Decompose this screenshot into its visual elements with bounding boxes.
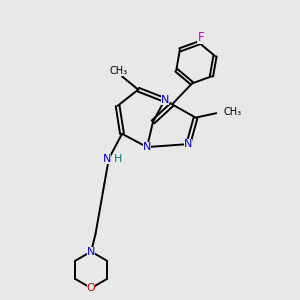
Text: N: N [103,154,112,164]
Text: N: N [87,247,95,256]
Text: N: N [143,142,151,152]
Text: CH₃: CH₃ [110,66,128,76]
Text: N: N [87,247,95,256]
Text: N: N [184,139,193,149]
Text: O: O [87,283,95,293]
Text: F: F [197,31,204,44]
Text: CH₃: CH₃ [224,107,242,117]
Text: H: H [114,154,122,164]
Text: N: N [160,95,169,105]
